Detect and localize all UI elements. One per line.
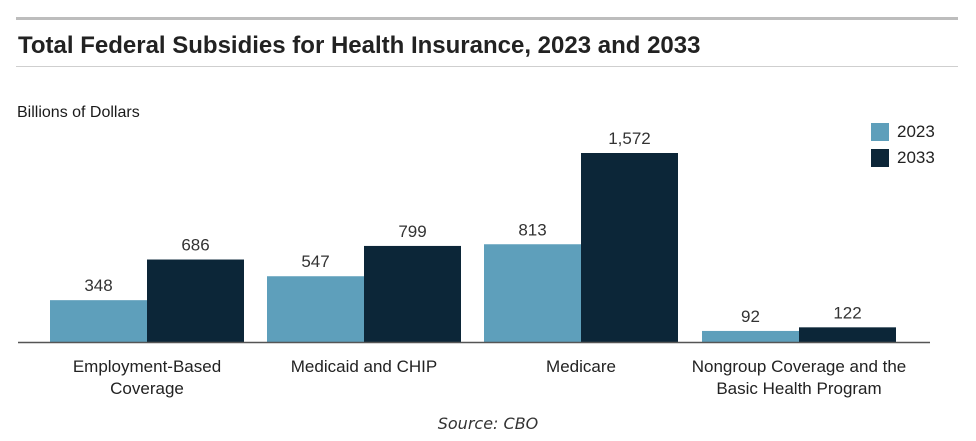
source-note: Source: CBO: [437, 414, 539, 433]
y-axis-unit-label: Billions of Dollars: [17, 104, 140, 121]
bar-2033-1: [364, 245, 461, 342]
data-label-2023-3: 92: [741, 307, 760, 326]
x-tick-label-3-1: Basic Health Program: [716, 379, 881, 398]
chart-title: Total Federal Subsidies for Health Insur…: [18, 32, 701, 59]
bar-2023-3: [702, 330, 799, 342]
x-tick-label-3-0: Nongroup Coverage and the: [692, 357, 907, 376]
legend: 2023 2033: [871, 119, 935, 171]
bar-2033-2: [581, 153, 678, 342]
legend-label-2033: 2033: [897, 148, 935, 167]
data-label-2033-2: 1,572: [608, 129, 651, 148]
legend-item-2023: 2023: [871, 119, 935, 145]
x-tick-label-1-0: Medicaid and CHIP: [291, 357, 437, 376]
bar-2033-0: [147, 259, 244, 342]
data-label-2023-1: 547: [301, 252, 329, 271]
x-tick-label-0-1: Coverage: [110, 379, 184, 398]
x-tick-label-0-0: Employment-Based: [73, 357, 221, 376]
bar-2023-0: [50, 300, 147, 342]
bar-2033-3: [799, 327, 896, 342]
bar-2023-1: [267, 276, 364, 342]
legend-item-2033: 2033: [871, 145, 935, 171]
x-tick-label-2-0: Medicare: [546, 357, 616, 376]
legend-swatch-2033: [871, 149, 889, 167]
data-label-2023-0: 348: [84, 276, 112, 295]
bar-2023-2: [484, 244, 581, 342]
data-label-2033-1: 799: [398, 222, 426, 241]
data-label-2033-0: 686: [181, 236, 209, 255]
data-label-2023-2: 813: [518, 220, 546, 239]
top-rule: [16, 17, 958, 20]
legend-swatch-2023: [871, 123, 889, 141]
data-label-2033-3: 122: [833, 303, 861, 322]
legend-label-2023: 2023: [897, 122, 935, 141]
title-rule: [16, 66, 958, 67]
